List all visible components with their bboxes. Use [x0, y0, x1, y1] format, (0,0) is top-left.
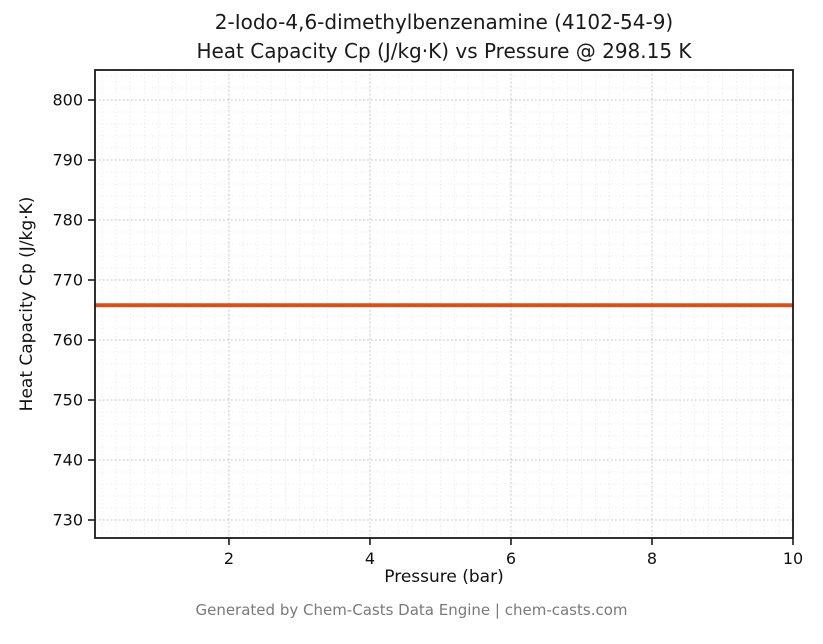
chart-title-line2: Heat Capacity Cp (J/kg·K) vs Pressure @ …: [196, 39, 692, 63]
y-tick-label: 780: [52, 211, 83, 230]
grid-major: [95, 70, 794, 538]
y-tick-label: 790: [52, 151, 83, 170]
y-tick-label: 800: [52, 91, 83, 110]
axes-box: [94, 69, 794, 539]
y-tick-label: 750: [52, 391, 83, 410]
x-axis-label: Pressure (bar): [384, 567, 504, 587]
x-tick-label: 4: [365, 549, 375, 568]
x-tick-label: 6: [506, 549, 516, 568]
x-tick-label: 10: [783, 549, 803, 568]
y-tick-label: 730: [52, 511, 83, 530]
chart-title: 2-Iodo-4,6-dimethylbenzenamine (4102-54-…: [95, 8, 793, 66]
footer-attribution: Generated by Chem-Casts Data Engine | ch…: [195, 601, 628, 619]
x-tick-label: 8: [647, 549, 657, 568]
y-tick-label: 740: [52, 451, 83, 470]
y-tick-label: 770: [52, 271, 83, 290]
x-tick-label: 2: [224, 549, 234, 568]
chart-title-line1: 2-Iodo-4,6-dimethylbenzenamine (4102-54-…: [214, 10, 674, 34]
y-tick-labels: 730 740 750 760 770 780 790 800: [52, 91, 83, 530]
tick-marks: [88, 99, 794, 545]
x-tick-labels: 2 4 6 8 10: [224, 549, 803, 568]
y-tick-label: 760: [52, 331, 83, 350]
